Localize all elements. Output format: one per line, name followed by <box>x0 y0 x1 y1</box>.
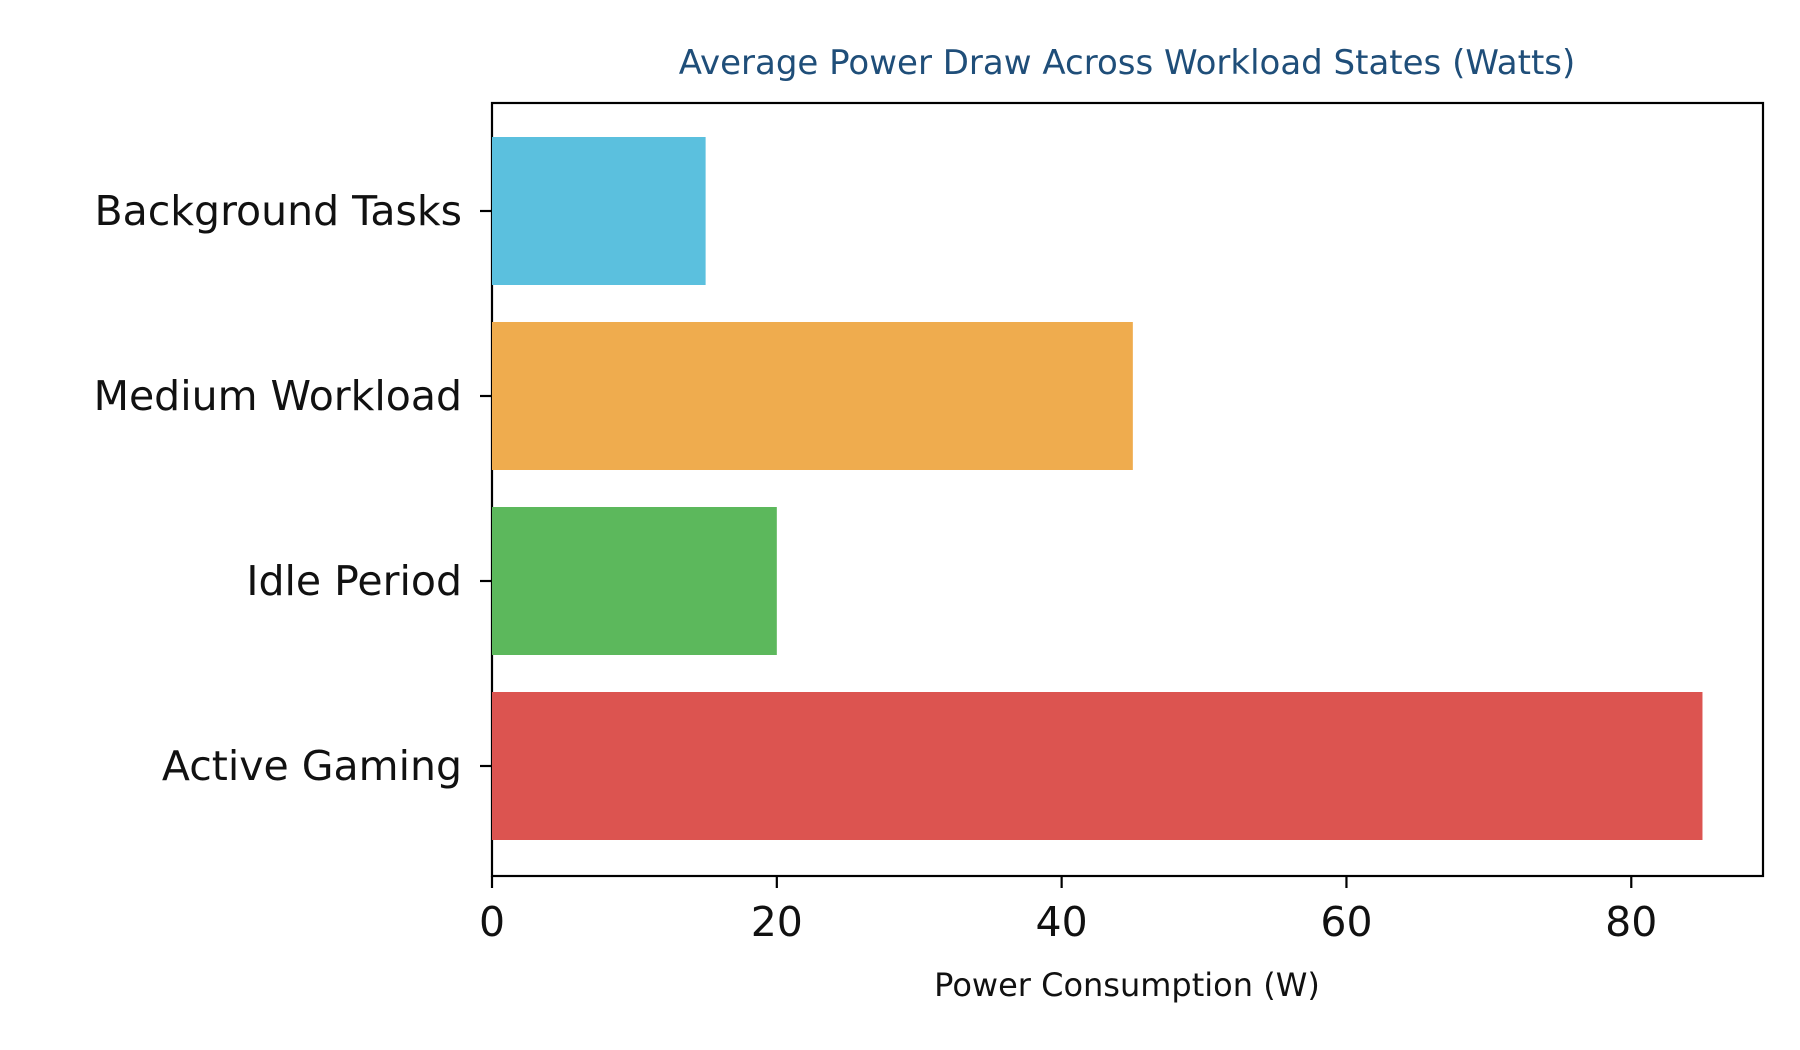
bars-group <box>492 137 1703 840</box>
x-tick-label: 0 <box>479 898 505 946</box>
bar-background-tasks <box>492 137 706 285</box>
y-tick-label-background-tasks: Background Tasks <box>95 187 462 235</box>
x-axis: 0 20 40 60 80 <box>479 876 1657 946</box>
bar-active-gaming <box>492 692 1703 840</box>
bar-medium-workload <box>492 322 1133 470</box>
y-tick-label-medium-workload: Medium Workload <box>94 372 462 420</box>
y-tick-label-active-gaming: Active Gaming <box>162 742 462 790</box>
x-tick-label: 80 <box>1605 898 1657 946</box>
chart-title: Average Power Draw Across Workload State… <box>679 43 1576 83</box>
bar-idle-period <box>492 507 777 655</box>
x-tick-label: 20 <box>751 898 803 946</box>
x-tick-label: 60 <box>1320 898 1372 946</box>
y-axis: Active Gaming Idle Period Medium Workload B… <box>94 187 492 790</box>
plot-area-frame <box>490 101 1765 878</box>
x-tick-label: 40 <box>1036 898 1088 946</box>
x-axis-label: Power Consumption (W) <box>934 966 1320 1004</box>
y-tick-label-idle-period: Idle Period <box>246 557 462 605</box>
